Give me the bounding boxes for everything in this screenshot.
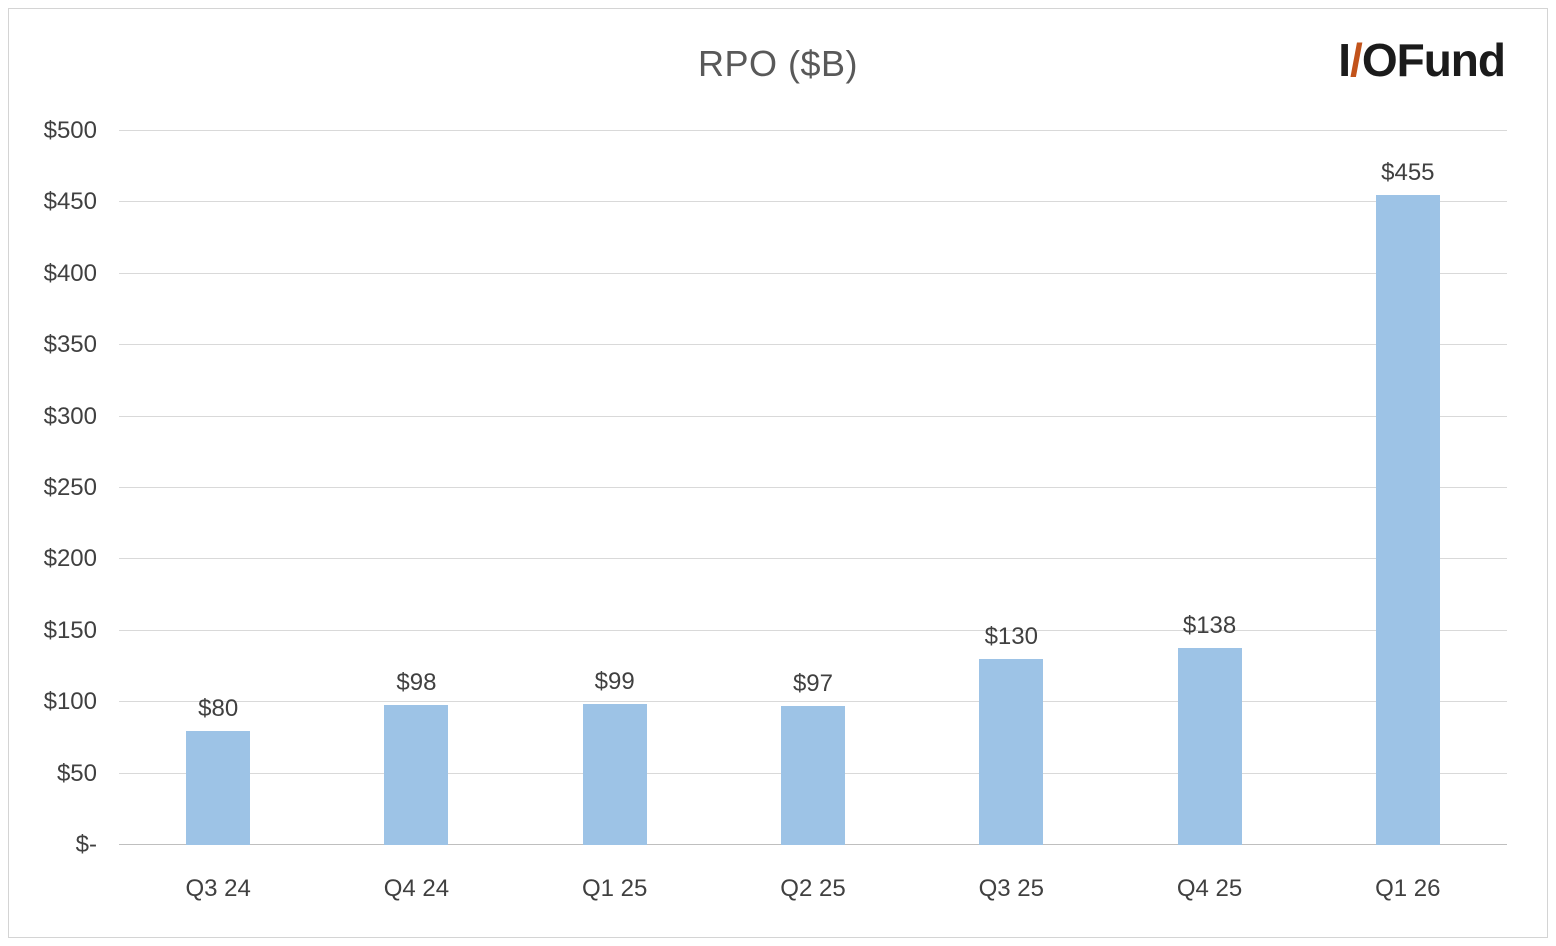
bar-slot: $97 [714, 131, 912, 845]
y-axis: $- $50 $100 $150 $200 $250 $300 $350 $400 $450 $50… [9, 117, 111, 858]
bar-slot: $130 [912, 131, 1110, 845]
bar-slot: $99 [516, 131, 714, 845]
x-tick-label: Q3 25 [978, 875, 1044, 902]
gridline [119, 487, 1507, 488]
bar-q1-26 [1375, 195, 1440, 845]
gridline [119, 130, 1507, 131]
y-tick-label: $150 [43, 616, 97, 644]
gridline [119, 272, 1507, 274]
y-tick-label: $100 [43, 688, 97, 716]
gridline [119, 201, 1507, 203]
gridline [119, 629, 1507, 631]
bar-slot: $98 [317, 131, 515, 845]
iofund-logo: I/OFund [1338, 33, 1506, 87]
bar-slot: $80 [119, 131, 317, 845]
x-axis: Q3 24 Q4 24 Q1 25 Q2 25 Q3 25 Q4 25 Q1 26 [119, 867, 1507, 911]
logo-text-o: O [1361, 34, 1398, 86]
plot-area: $80 $98 $99 $97 $130 $138 $455 [119, 130, 1507, 845]
gridline [119, 415, 1507, 417]
y-tick-label: $500 [43, 117, 97, 144]
bar-q4-25 [1177, 647, 1242, 845]
y-tick-label: $200 [43, 545, 97, 573]
bar-q1-25 [582, 703, 647, 845]
bar-q3-25 [979, 659, 1044, 845]
logo-slash-icon: / [1350, 34, 1363, 86]
bar-q4-24 [384, 705, 449, 845]
x-tick-label: Q4 24 [383, 875, 450, 902]
bar-value-label: $99 [594, 667, 635, 695]
x-tick-label: Q1 26 [1375, 875, 1441, 902]
bar-slot: $455 [1309, 131, 1507, 845]
y-tick-label: $300 [43, 402, 97, 430]
bar-value-label: $80 [198, 694, 239, 722]
bar-value-label: $98 [396, 669, 437, 697]
bar-q3-24 [186, 730, 251, 845]
chart-title: RPO ($B) [697, 43, 859, 84]
logo-text-fund: Fund [1396, 34, 1506, 86]
y-tick-label: $350 [43, 331, 97, 359]
y-tick-label: $400 [43, 259, 97, 287]
x-tick-label: Q4 25 [1176, 875, 1243, 902]
chart-frame: RPO ($B) I/OFund $- $50 $100 $150 $200 $250 $3… [8, 8, 1548, 938]
y-tick-label: $250 [43, 474, 97, 501]
x-tick-label: Q2 25 [780, 875, 846, 902]
gridline [119, 701, 1507, 703]
bar-slot: $138 [1110, 131, 1308, 845]
bar-q2-25 [780, 706, 845, 845]
y-tick-label: $- [75, 831, 97, 858]
bar-value-label: $138 [1182, 611, 1237, 639]
bar-value-label: $455 [1381, 159, 1435, 187]
gridline [119, 558, 1507, 560]
y-tick-label: $450 [43, 188, 97, 216]
logo-text-i: I [1338, 34, 1351, 86]
gridline [119, 344, 1507, 346]
x-tick-label: Q1 25 [582, 875, 648, 902]
x-tick-label: Q3 24 [185, 875, 251, 902]
bars-row: $80 $98 $99 $97 $130 $138 $455 [119, 131, 1507, 845]
y-tick-label: $50 [56, 759, 97, 787]
bar-value-label: $97 [792, 670, 834, 698]
bar-value-label: $130 [984, 623, 1038, 651]
